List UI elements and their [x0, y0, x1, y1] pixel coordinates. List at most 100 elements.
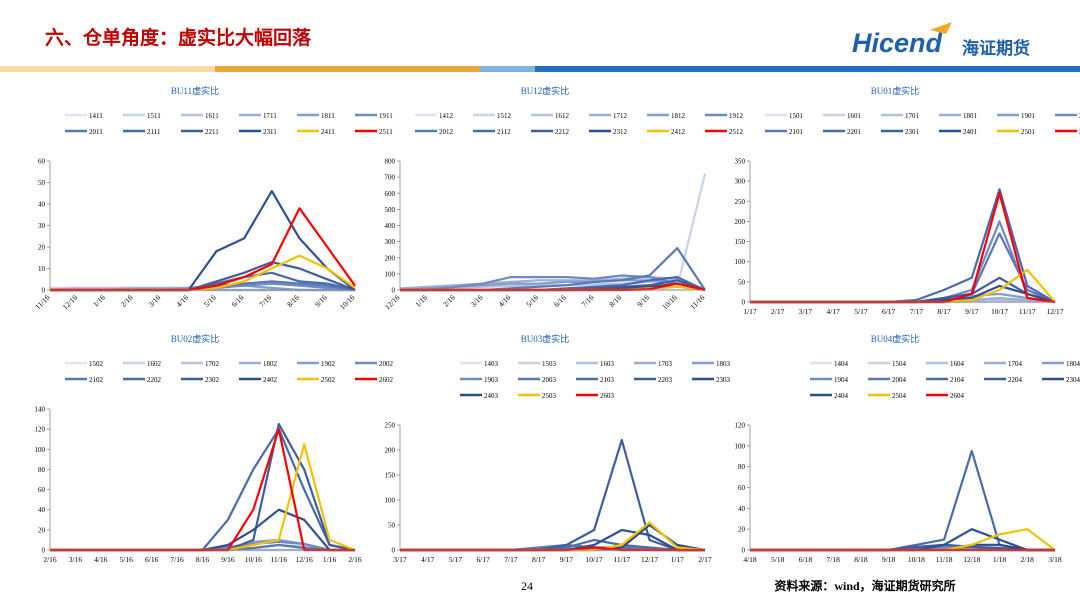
legend-label: 2101 [789, 128, 804, 136]
series-line [50, 190, 356, 292]
legend-label: 1703 [658, 360, 673, 368]
series-line [50, 443, 356, 552]
x-tick-label: 5/18 [771, 555, 785, 564]
legend-label: 1501 [789, 112, 804, 120]
y-tick-label: 100 [385, 497, 396, 505]
series-line [50, 508, 355, 552]
chart-title: BU04虚实比 [871, 333, 920, 344]
x-tick-label: 1/16 [323, 555, 337, 564]
y-tick-label: 50 [38, 179, 46, 187]
y-tick-label: 50 [388, 522, 396, 530]
legend-label: 2411 [321, 128, 335, 136]
series-line [50, 428, 355, 552]
legend-label: 2504 [892, 392, 907, 400]
x-tick-label: 6/16 [552, 293, 568, 309]
y-tick-label: 100 [735, 258, 746, 266]
y-tick-label: 200 [385, 254, 396, 262]
y-tick-label: 200 [735, 218, 746, 226]
x-tick-label: 1/16 [91, 293, 107, 309]
x-tick-label: 8/18 [854, 555, 868, 564]
series-line [400, 438, 705, 552]
y-tick-label: 350 [735, 158, 746, 166]
legend-label: 1711 [263, 112, 277, 120]
y-tick-label: 0 [742, 299, 746, 307]
x-tick-label: 11/16 [33, 293, 51, 311]
x-tick-label: 12/18 [963, 555, 980, 564]
legend-label: 2412 [671, 128, 686, 136]
x-tick-label: 9/17 [965, 307, 979, 316]
x-tick-label: 11/16 [270, 555, 287, 564]
page-number: 24 [521, 579, 533, 593]
y-tick-label: 100 [735, 442, 746, 450]
y-tick-label: 60 [38, 486, 46, 494]
legend-label: 2212 [555, 128, 570, 136]
x-tick-label: 5/16 [524, 293, 540, 309]
legend-label: 2311 [263, 128, 277, 136]
header-bar [480, 66, 535, 72]
legend-label: 2204 [1008, 376, 1023, 384]
x-tick-label: 11/18 [936, 555, 953, 564]
x-tick-label: 9/16 [635, 293, 651, 309]
y-tick-label: 0 [42, 287, 46, 295]
y-tick-label: 300 [385, 238, 396, 246]
legend-label: 1902 [321, 360, 336, 368]
y-tick-label: 20 [38, 526, 46, 534]
y-tick-label: 10 [38, 265, 46, 273]
x-tick-label: 11/17 [1019, 307, 1036, 316]
chart-title: BU03虚实比 [521, 333, 570, 344]
x-tick-label: 5/17 [449, 555, 463, 564]
x-tick-label: 6/17 [882, 307, 896, 316]
x-tick-label: 12/17 [641, 555, 658, 564]
legend-label: 1901 [1021, 112, 1036, 120]
legend-label: 2112 [497, 128, 511, 136]
x-tick-label: 5/16 [202, 293, 218, 309]
x-tick-label: 5/16 [120, 555, 134, 564]
x-tick-label: 3/17 [393, 555, 407, 564]
x-tick-label: 10/17 [586, 555, 603, 564]
y-tick-label: 0 [42, 547, 46, 555]
y-tick-label: 150 [385, 472, 396, 480]
legend-label: 2501 [1021, 128, 1036, 136]
legend-label: 2603 [600, 392, 615, 400]
legend-label: 1512 [497, 112, 512, 120]
legend-label: 2103 [600, 376, 615, 384]
y-tick-label: 0 [742, 547, 746, 555]
y-tick-label: 140 [35, 406, 46, 414]
x-tick-label: 4/16 [497, 293, 513, 309]
x-tick-label: 9/16 [221, 555, 235, 564]
legend-label: 1612 [555, 112, 570, 120]
legend-label: 2102 [89, 376, 104, 384]
y-tick-label: 120 [735, 422, 746, 430]
legend-label: 1712 [613, 112, 628, 120]
x-tick-label: 5/17 [854, 307, 868, 316]
header-bar [535, 66, 1080, 72]
x-tick-label: 7/17 [910, 307, 924, 316]
x-tick-label: 8/16 [196, 555, 210, 564]
legend-label: 2404 [834, 392, 849, 400]
legend-label: 1503 [542, 360, 557, 368]
legend-label: 1801 [963, 112, 978, 120]
legend-label: 2002 [379, 360, 394, 368]
x-tick-label: 3/16 [147, 293, 163, 309]
x-tick-label: 12/16 [383, 293, 402, 312]
x-tick-label: 6/18 [799, 555, 813, 564]
x-tick-label: 12/16 [296, 555, 313, 564]
x-tick-label: 1/17 [671, 555, 685, 564]
x-tick-label: 2/18 [1021, 555, 1035, 564]
x-tick-label: 1/17 [743, 307, 757, 316]
y-tick-label: 250 [385, 422, 396, 430]
y-tick-label: 30 [38, 222, 46, 230]
legend-label: 1404 [834, 360, 849, 368]
y-tick-label: 40 [738, 505, 746, 513]
y-tick-label: 60 [738, 484, 746, 492]
legend-label: 2003 [542, 376, 557, 384]
x-tick-label: 6/16 [230, 293, 246, 309]
legend-label: 1411 [89, 112, 103, 120]
y-tick-label: 300 [735, 178, 746, 186]
series-line [400, 274, 706, 292]
x-tick-label: 4/17 [827, 307, 841, 316]
x-tick-label: 7/17 [504, 555, 518, 564]
series-line [400, 173, 707, 292]
legend-label: 1812 [671, 112, 686, 120]
y-tick-label: 150 [735, 238, 746, 246]
